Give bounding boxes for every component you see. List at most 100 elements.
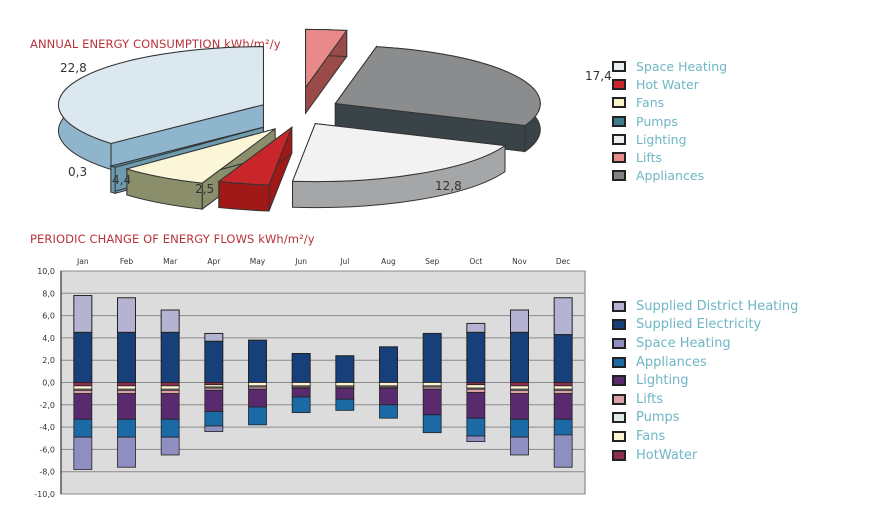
pie-slice-top (305, 28, 348, 89)
legend-item: Supplied Electricity (612, 316, 798, 335)
pie-data-label: 12,8 (435, 179, 462, 193)
pie-data-label: 17,4 (585, 69, 612, 83)
bar-segment-supplied-electricity (335, 355, 355, 383)
bar-segment-lifts (510, 389, 529, 395)
legend-label: Pumps (636, 410, 680, 426)
bar-segment-appliances (335, 398, 355, 411)
bar-segment-supplied-electricity (291, 353, 311, 384)
x-tick-label: Dec (556, 257, 571, 266)
pie-data-label: 22,8 (60, 61, 87, 75)
bar-segment-appliances (379, 404, 398, 419)
legend-label: Space Heating (636, 335, 731, 351)
bar-segment-lighting (160, 393, 180, 420)
bar-segment-appliances (248, 406, 267, 426)
bar-segment-fans (466, 384, 486, 389)
y-tick-label: 10,0 (37, 267, 55, 276)
legend-label: Space Heating (636, 58, 728, 74)
legend-item: Lifts (612, 390, 798, 409)
pie-data-label: 4,4 (112, 173, 131, 187)
legend-item: Pumps (612, 409, 798, 428)
legend-swatch (612, 449, 626, 461)
legend-label: Supplied District Heating (636, 298, 799, 314)
x-tick-label: Feb (120, 257, 134, 266)
bar-segment-lighting (466, 392, 486, 419)
bar-segment-space-heating (553, 434, 573, 468)
pie-slice-top (125, 128, 276, 184)
legend-swatch (612, 170, 626, 182)
x-tick-label: Sep (425, 257, 439, 266)
bar-segment-supplied-district-heating (117, 297, 136, 333)
x-tick-label: Jul (339, 257, 349, 266)
legend-item: Appliances (612, 167, 727, 185)
bar-segment-lighting (248, 388, 267, 408)
y-tick-label: 0,0 (42, 379, 55, 388)
x-tick-label: Jan (76, 257, 89, 266)
legend-item: Fans (612, 427, 798, 446)
legend-item: Fans (612, 94, 727, 112)
legend-swatch (612, 430, 626, 442)
y-tick-label: 8,0 (42, 289, 55, 298)
x-tick-label: Apr (207, 257, 221, 266)
pie-chart-title: ANNUAL ENERGY CONSUMPTION kWh/m²/y (30, 37, 281, 51)
bar-segment-lighting (291, 387, 311, 398)
legend-item: Space Heating (612, 57, 727, 75)
bar-segment-lighting (335, 387, 355, 400)
bar-segment-hotwater (553, 382, 573, 387)
x-tick-label: May (250, 257, 266, 266)
bar-segment-lighting (204, 389, 224, 412)
x-tick-label: Mar (163, 257, 178, 266)
pie-slice-top (109, 126, 264, 168)
pie-slice-top (334, 46, 541, 127)
y-tick-label: 4,0 (42, 334, 55, 343)
pie-data-label: 2,5 (195, 182, 214, 196)
legend-item: Space Heating (612, 334, 798, 353)
legend-swatch (612, 78, 626, 90)
bar-segment-appliances (553, 418, 573, 436)
bar-segment-supplied-district-heating (466, 322, 486, 333)
legend-swatch (612, 115, 626, 127)
legend-label: Lifts (636, 150, 663, 166)
x-tick-label: Nov (512, 257, 527, 266)
legend-swatch (612, 152, 626, 164)
legend-swatch (612, 337, 626, 349)
legend-label: Appliances (636, 354, 707, 370)
legend-label: Lighting (636, 131, 687, 147)
bar-segment-supplied-electricity (73, 331, 93, 384)
legend-item: Appliances (612, 353, 798, 372)
y-tick-label: -6,0 (39, 445, 55, 454)
bar-segment-space-heating (466, 435, 486, 442)
bar-segment-supplied-electricity (160, 331, 180, 384)
bar-segment-space-heating (73, 436, 93, 470)
y-tick-label: 2,0 (42, 356, 55, 365)
bar-segment-hotwater (73, 382, 93, 387)
pie-slice-fans (125, 127, 276, 211)
bar-segment-supplied-district-heating (160, 309, 180, 333)
bar-segment-appliances (160, 418, 180, 438)
bar-segment-fans (553, 385, 573, 390)
bar-segment-supplied-electricity (466, 331, 486, 384)
legend-item: Lighting (612, 130, 727, 148)
bar-segment-fans (160, 385, 180, 390)
bar-segment-lighting (117, 393, 136, 420)
bar-segment-lighting (553, 393, 573, 420)
bar-segment-space-heating (204, 425, 224, 432)
bar-segment-supplied-district-heating (510, 309, 529, 333)
legend-item: HotWater (612, 446, 798, 465)
legend-label: Fans (636, 95, 665, 111)
bar-segment-supplied-electricity (510, 331, 529, 384)
pie-slice-appliances (334, 45, 541, 153)
bar-segment-fans (73, 385, 93, 390)
bar-legend: Supplied District Heating Supplied Elect… (612, 297, 798, 464)
bar-segment-lighting (379, 387, 398, 406)
bar-segment-hotwater (117, 382, 136, 387)
legend-label: Lifts (636, 391, 664, 407)
legend-swatch (612, 393, 626, 405)
legend-label: Hot Water (636, 76, 699, 92)
bar-segment-space-heating (160, 436, 180, 456)
bar-segment-appliances (117, 418, 136, 438)
legend-item: Lighting (612, 371, 798, 390)
bar-segment-lifts (466, 388, 486, 393)
legend-swatch (612, 412, 626, 424)
